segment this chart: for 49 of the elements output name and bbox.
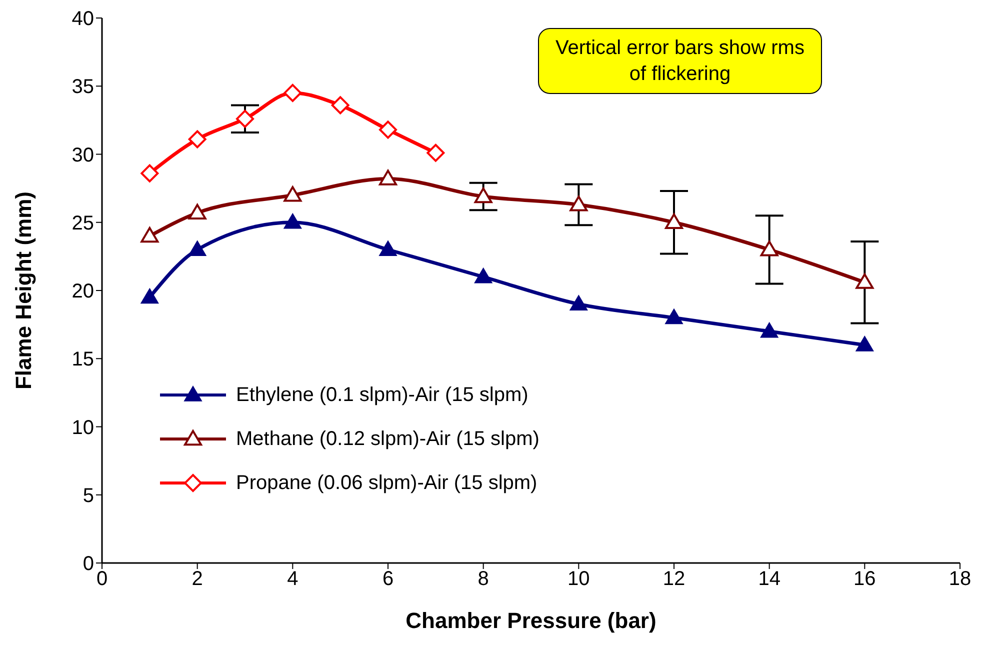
y-tick-label: 40	[72, 8, 94, 30]
y-tick-label: 30	[72, 144, 94, 166]
legend-label: Propane (0.06 slpm)-Air (15 slpm)	[236, 472, 538, 494]
legend-label: Ethylene (0.1 slpm)-Air (15 slpm)	[236, 384, 528, 406]
point	[140, 288, 158, 304]
point	[284, 84, 302, 102]
y-tick-label: 0	[82, 553, 94, 576]
point	[188, 204, 206, 220]
x-tick-label: 8	[478, 568, 489, 590]
point	[856, 336, 874, 352]
x-tick-label: 10	[568, 568, 590, 590]
point	[760, 240, 778, 256]
y-tick-label: 20	[72, 280, 94, 303]
point	[760, 322, 778, 338]
annotation: Vertical error bars show rms of flickering	[538, 28, 822, 94]
point	[379, 240, 397, 256]
y-tick-label: 10	[72, 416, 94, 439]
point	[474, 187, 492, 204]
y-tick-label: 5	[82, 484, 94, 507]
legend-label: Methane (0.12 slpm)-Air (15 slpm)	[236, 428, 540, 450]
point	[570, 196, 588, 212]
x-axis-title: Chamber Pressure (bar)	[406, 608, 656, 633]
point	[284, 186, 302, 202]
point	[284, 214, 302, 229]
point	[426, 144, 445, 162]
point	[474, 268, 492, 284]
point	[665, 213, 683, 229]
x-tick-label: 6	[382, 568, 394, 590]
point	[856, 273, 874, 289]
x-tick-label: 12	[662, 568, 686, 590]
x-tick-label: 16	[854, 568, 876, 590]
point	[379, 120, 397, 139]
x-tick-label: 18	[948, 568, 972, 590]
point	[140, 164, 159, 182]
point	[379, 170, 397, 186]
point	[188, 240, 206, 256]
point	[140, 227, 159, 243]
y-tick-label: 35	[72, 76, 94, 98]
point	[570, 295, 588, 310]
x-tick-label: 4	[287, 568, 298, 590]
x-tick-label: 2	[192, 568, 203, 590]
point	[236, 110, 254, 128]
point	[331, 96, 350, 114]
y-tick-label: 25	[72, 212, 94, 234]
x-tick-label: 14	[758, 568, 780, 590]
point	[188, 130, 206, 148]
y-axis-title: Flame Height (mm)	[10, 191, 36, 390]
y-tick-label: 15	[72, 348, 94, 371]
point	[665, 309, 683, 324]
